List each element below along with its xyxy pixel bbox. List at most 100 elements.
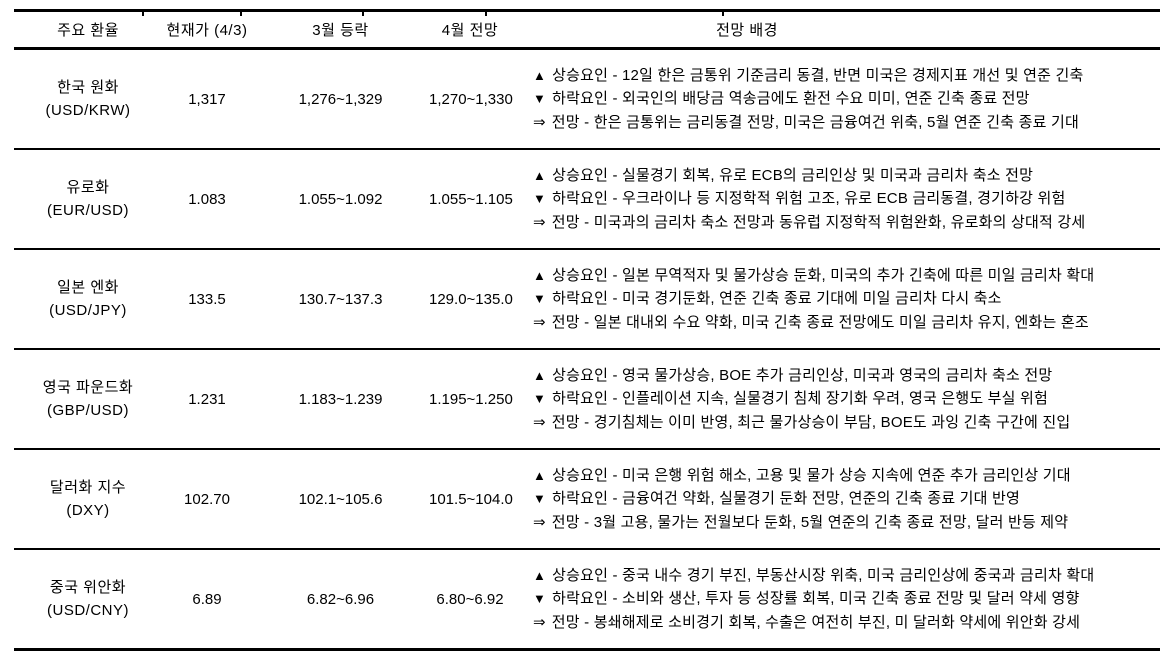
april-outlook: 6.80~6.92 (436, 590, 504, 608)
header-march-range: 3월 등락 (312, 22, 369, 39)
fall-factor-line: ▼ 하락요인 - 인플레이션 지속, 실물경기 침체 장기화 우려, 영국 은행도… (533, 387, 1156, 411)
currency-pair: (GBP/USD) (46, 402, 129, 419)
outlook-background-cell: ▲ 상승요인 - 실물경기 회복, 유로 ECB의 금리인상 및 미국과 금리차 … (511, 149, 1160, 249)
fall-factor-line: ▼ 하락요인 - 외국인의 배당금 역송금에도 환전 수요 미미, 연준 긴축 종… (533, 87, 1156, 111)
march-range: 1.183~1.239 (298, 390, 383, 408)
fall-factor-text: 하락요인 - 외국인의 배당금 역송금에도 환전 수요 미미, 연준 긴축 종료… (552, 90, 1030, 108)
currency-pair: (USD/KRW) (45, 102, 131, 119)
forecast-line: ⇒ 전망 - 일본 대내외 수요 약화, 미국 긴축 종료 전망에도 미일 금리차… (533, 311, 1156, 335)
april-outlook: 1.195~1.250 (429, 390, 513, 408)
current-price: 1,317 (188, 90, 226, 108)
currency-name: 유로화 (66, 179, 110, 196)
table-row-usdkrw: 한국 원화 (USD/KRW) 1,317 1,276~1,329 1,270~… (14, 49, 1160, 150)
current-price: 1.083 (188, 190, 226, 208)
rise-factor-line: ▲ 상승요인 - 중국 내수 경기 부진, 부동산시장 위축, 미국 금리인상에 … (533, 564, 1156, 588)
forecast-text: 전망 - 봉쇄해제로 소비경기 회복, 수출은 여전히 부진, 미 달러화 약세… (551, 613, 1081, 631)
fx-outlook-table-wrap: 주요 환율 현재가 (4/3) 3월 등락 4월 전망 전망 배경 한국 원화 … (14, 9, 1160, 651)
currency-name: 일본 엔화 (57, 279, 119, 296)
march-range: 1.055~1.092 (298, 190, 383, 208)
march-range: 102.1~105.6 (298, 490, 383, 508)
forecast-text: 전망 - 3월 고용, 물가는 전월보다 둔화, 5월 연준의 긴축 종료 전망… (551, 513, 1069, 531)
rise-factor-line: ▲ 상승요인 - 일본 무역적자 및 물가상승 둔화, 미국의 추가 긴축에 따른… (533, 264, 1156, 288)
fx-outlook-table: 주요 환율 현재가 (4/3) 3월 등락 4월 전망 전망 배경 한국 원화 … (14, 9, 1160, 651)
header-row: 주요 환율 현재가 (4/3) 3월 등락 4월 전망 전망 배경 (14, 11, 1160, 49)
fall-factor-line: ▼ 하락요인 - 금융여건 약화, 실물경기 둔화 전망, 연준의 긴축 종료 기… (533, 487, 1156, 511)
current-price: 133.5 (188, 290, 226, 308)
april-outlook: 1,270~1,330 (429, 90, 513, 108)
forecast-text: 전망 - 한은 금통위는 금리동결 전망, 미국은 금융여건 위축, 5월 연준… (551, 113, 1080, 131)
table-row-gbpusd: 영국 파운드화 (GBP/USD) 1.231 1.183~1.239 1.19… (14, 349, 1160, 449)
up-triangle-icon: ▲ (533, 467, 547, 483)
top-border-tick (485, 12, 487, 16)
outlook-background-cell: ▲ 상승요인 - 영국 물가상승, BOE 추가 금리인상, 미국과 영국의 금리… (511, 349, 1160, 449)
april-outlook: 1.055~1.105 (429, 190, 513, 208)
up-triangle-icon: ▲ (533, 367, 547, 383)
up-triangle-icon: ▲ (533, 167, 547, 183)
current-price: 6.89 (192, 590, 222, 608)
rise-factor-line: ▲ 상승요인 - 영국 물가상승, BOE 추가 금리인상, 미국과 영국의 금리… (533, 364, 1156, 388)
down-triangle-icon: ▼ (533, 391, 547, 407)
forecast-line: ⇒ 전망 - 한은 금통위는 금리동결 전망, 미국은 금융여건 위축, 5월 연… (533, 111, 1156, 135)
currency-name: 영국 파운드화 (42, 379, 134, 396)
rise-factor-text: 상승요인 - 12일 한은 금통위 기준금리 동결, 반면 미국은 경제지표 개… (552, 66, 1084, 84)
header-currency: 주요 환율 (57, 22, 119, 39)
currency-name: 달러화 지수 (49, 479, 127, 496)
outlook-background-cell: ▲ 상승요인 - 미국 은행 위험 해소, 고용 및 물가 상승 지속에 연준 추… (511, 449, 1160, 549)
outlook-background-cell: ▲ 상승요인 - 12일 한은 금통위 기준금리 동결, 반면 미국은 경제지표 … (511, 49, 1160, 150)
currency-pair: (EUR/USD) (47, 202, 129, 219)
forecast-text: 전망 - 미국과의 금리차 축소 전망과 동유럽 지정학적 위험완화, 유로화의… (551, 213, 1086, 231)
forecast-text: 전망 - 경기침체는 이미 반영, 최근 물가상승이 부담, BOE도 과잉 긴… (551, 413, 1071, 431)
currency-pair: (USD/CNY) (47, 602, 129, 619)
april-outlook: 129.0~135.0 (429, 290, 513, 308)
table-row-dxy: 달러화 지수 (DXY) 102.70 102.1~105.6 101.5~10… (14, 449, 1160, 549)
header-outlook-background: 전망 배경 (716, 22, 778, 39)
currency-cell: 중국 위안화 (USD/CNY) (14, 549, 162, 650)
march-range: 1,276~1,329 (298, 90, 383, 108)
currency-cell: 달러화 지수 (DXY) (14, 449, 162, 549)
forecast-line: ⇒ 전망 - 경기침체는 이미 반영, 최근 물가상승이 부담, BOE도 과잉 … (533, 411, 1156, 435)
fall-factor-line: ▼ 하락요인 - 우크라이나 등 지정학적 위험 고조, 유로 ECB 금리동결,… (533, 187, 1156, 211)
top-border-tick (362, 12, 364, 16)
double-arrow-icon: ⇒ (533, 313, 546, 331)
header-current-price: 현재가 (4/3) (166, 22, 248, 39)
up-triangle-icon: ▲ (533, 267, 547, 283)
currency-name: 한국 원화 (57, 79, 119, 96)
rise-factor-line: ▲ 상승요인 - 12일 한은 금통위 기준금리 동결, 반면 미국은 경제지표 … (533, 64, 1156, 88)
table-row-usdjpy: 일본 엔화 (USD/JPY) 133.5 130.7~137.3 129.0~… (14, 249, 1160, 349)
double-arrow-icon: ⇒ (533, 113, 546, 131)
april-outlook: 101.5~104.0 (429, 490, 513, 508)
current-price: 102.70 (184, 490, 230, 508)
table-row-eurusd: 유로화 (EUR/USD) 1.083 1.055~1.092 1.055~1.… (14, 149, 1160, 249)
up-triangle-icon: ▲ (533, 67, 547, 83)
down-triangle-icon: ▼ (533, 191, 547, 207)
rise-factor-text: 상승요인 - 중국 내수 경기 부진, 부동산시장 위축, 미국 금리인상에 중… (552, 566, 1095, 584)
double-arrow-icon: ⇒ (533, 513, 546, 531)
outlook-background-cell: ▲ 상승요인 - 일본 무역적자 및 물가상승 둔화, 미국의 추가 긴축에 따른… (511, 249, 1160, 349)
table-row-usdcny: 중국 위안화 (USD/CNY) 6.89 6.82~6.96 6.80~6.9… (14, 549, 1160, 650)
forecast-text: 전망 - 일본 대내외 수요 약화, 미국 긴축 종료 전망에도 미일 금리차 … (551, 313, 1089, 331)
top-border-tick (240, 12, 242, 16)
double-arrow-icon: ⇒ (533, 213, 546, 231)
rise-factor-line: ▲ 상승요인 - 미국 은행 위험 해소, 고용 및 물가 상승 지속에 연준 추… (533, 464, 1156, 488)
down-triangle-icon: ▼ (533, 491, 547, 507)
currency-pair: (DXY) (66, 502, 110, 519)
outlook-background-cell: ▲ 상승요인 - 중국 내수 경기 부진, 부동산시장 위축, 미국 금리인상에 … (511, 549, 1160, 650)
fall-factor-text: 하락요인 - 금융여건 약화, 실물경기 둔화 전망, 연준의 긴축 종료 기대… (552, 490, 1021, 508)
rise-factor-line: ▲ 상승요인 - 실물경기 회복, 유로 ECB의 금리인상 및 미국과 금리차 … (533, 164, 1156, 188)
currency-pair: (USD/JPY) (49, 302, 127, 319)
fall-factor-text: 하락요인 - 인플레이션 지속, 실물경기 침체 장기화 우려, 영국 은행도 … (552, 390, 1049, 408)
march-range: 130.7~137.3 (298, 290, 383, 308)
header-april-outlook: 4월 전망 (441, 22, 499, 39)
currency-cell: 한국 원화 (USD/KRW) (14, 49, 162, 150)
fall-factor-text: 하락요인 - 우크라이나 등 지정학적 위험 고조, 유로 ECB 금리동결, … (552, 190, 1066, 208)
rise-factor-text: 상승요인 - 미국 은행 위험 해소, 고용 및 물가 상승 지속에 연준 추가… (552, 466, 1071, 484)
double-arrow-icon: ⇒ (533, 613, 546, 631)
fall-factor-text: 하락요인 - 미국 경기둔화, 연준 긴축 종료 기대에 미일 금리차 다시 축… (552, 290, 1002, 308)
fall-factor-text: 하락요인 - 소비와 생산, 투자 등 성장률 회복, 미국 긴축 종료 전망 … (552, 590, 1080, 608)
down-triangle-icon: ▼ (533, 91, 547, 107)
top-border-tick (142, 12, 144, 16)
currency-cell: 일본 엔화 (USD/JPY) (14, 249, 162, 349)
down-triangle-icon: ▼ (533, 291, 547, 307)
top-border-tick (722, 12, 724, 16)
forecast-line: ⇒ 전망 - 봉쇄해제로 소비경기 회복, 수출은 여전히 부진, 미 달러화 약… (533, 611, 1156, 635)
